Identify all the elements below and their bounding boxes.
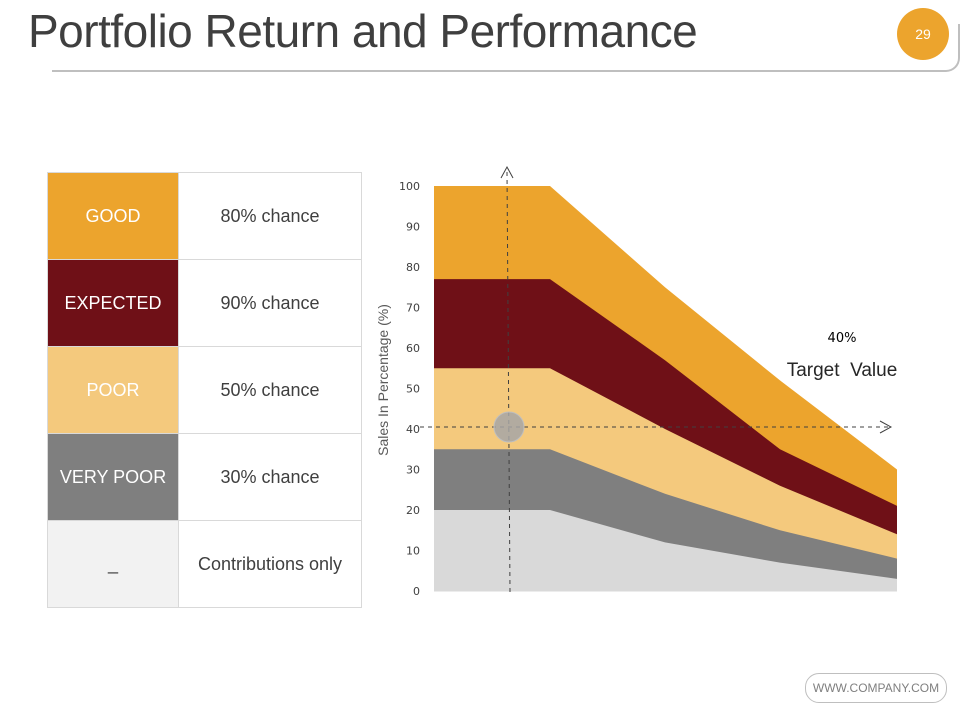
legend-label-good: GOOD bbox=[47, 172, 179, 260]
y-axis-ticks: 0 10 20 30 40 50 60 70 80 90 100 bbox=[399, 180, 420, 598]
legend-row-contributions: _ Contributions only bbox=[47, 520, 362, 608]
title-frame bbox=[52, 24, 960, 72]
legend-label-very-poor: VERY POOR bbox=[47, 433, 179, 521]
legend-row-good: GOOD 80% chance bbox=[47, 172, 362, 260]
annotation-label: Target Value bbox=[787, 360, 898, 381]
legend-chance-contributions: Contributions only bbox=[178, 520, 362, 608]
y-tick-label: 10 bbox=[406, 545, 420, 558]
y-tick-label: 70 bbox=[406, 302, 420, 315]
y-tick-label: 100 bbox=[399, 180, 420, 193]
area-series-contributions-only bbox=[434, 510, 897, 591]
y-tick-label: 60 bbox=[406, 342, 420, 355]
horizontal-arrowhead bbox=[879, 420, 893, 434]
y-tick-label: 90 bbox=[406, 221, 420, 234]
vertical-dashed-guide bbox=[506, 171, 511, 593]
company-website[interactable]: WWW.COMPANY.COM bbox=[805, 673, 947, 703]
annotation-value: 40% bbox=[828, 331, 857, 346]
legend-row-very-poor: VERY POOR 30% chance bbox=[47, 433, 362, 521]
y-tick-label: 80 bbox=[406, 261, 420, 274]
legend-label-poor: POOR bbox=[47, 346, 179, 434]
legend-row-expected: EXPECTED 90% chance bbox=[47, 259, 362, 347]
vertical-arrowhead bbox=[500, 165, 514, 179]
page-title: Portfolio Return and Performance bbox=[28, 5, 698, 57]
legend-label-expected: EXPECTED bbox=[47, 259, 179, 347]
y-tick-label: 30 bbox=[406, 464, 420, 477]
legend-table: GOOD 80% chance EXPECTED 90% chance POOR… bbox=[47, 172, 362, 608]
legend-row-poor: POOR 50% chance bbox=[47, 346, 362, 434]
y-tick-label: 20 bbox=[406, 504, 420, 517]
area-chart: 0 10 20 30 40 50 60 70 80 90 100 Sales In Percenta… bbox=[375, 165, 898, 598]
chart-areas bbox=[434, 186, 897, 591]
y-axis-label: Sales In Percentage (%) bbox=[375, 304, 391, 456]
target-marker bbox=[493, 411, 525, 443]
y-tick-label: 40 bbox=[406, 423, 420, 436]
legend-label-contributions: _ bbox=[47, 520, 179, 608]
y-tick-label: 0 bbox=[413, 585, 420, 598]
legend-chance-very-poor: 30% chance bbox=[178, 433, 362, 521]
page-number-badge: 29 bbox=[897, 8, 949, 60]
y-tick-label: 50 bbox=[406, 383, 420, 396]
legend-chance-expected: 90% chance bbox=[178, 259, 362, 347]
legend-chance-good: 80% chance bbox=[178, 172, 362, 260]
legend-chance-poor: 50% chance bbox=[178, 346, 362, 434]
